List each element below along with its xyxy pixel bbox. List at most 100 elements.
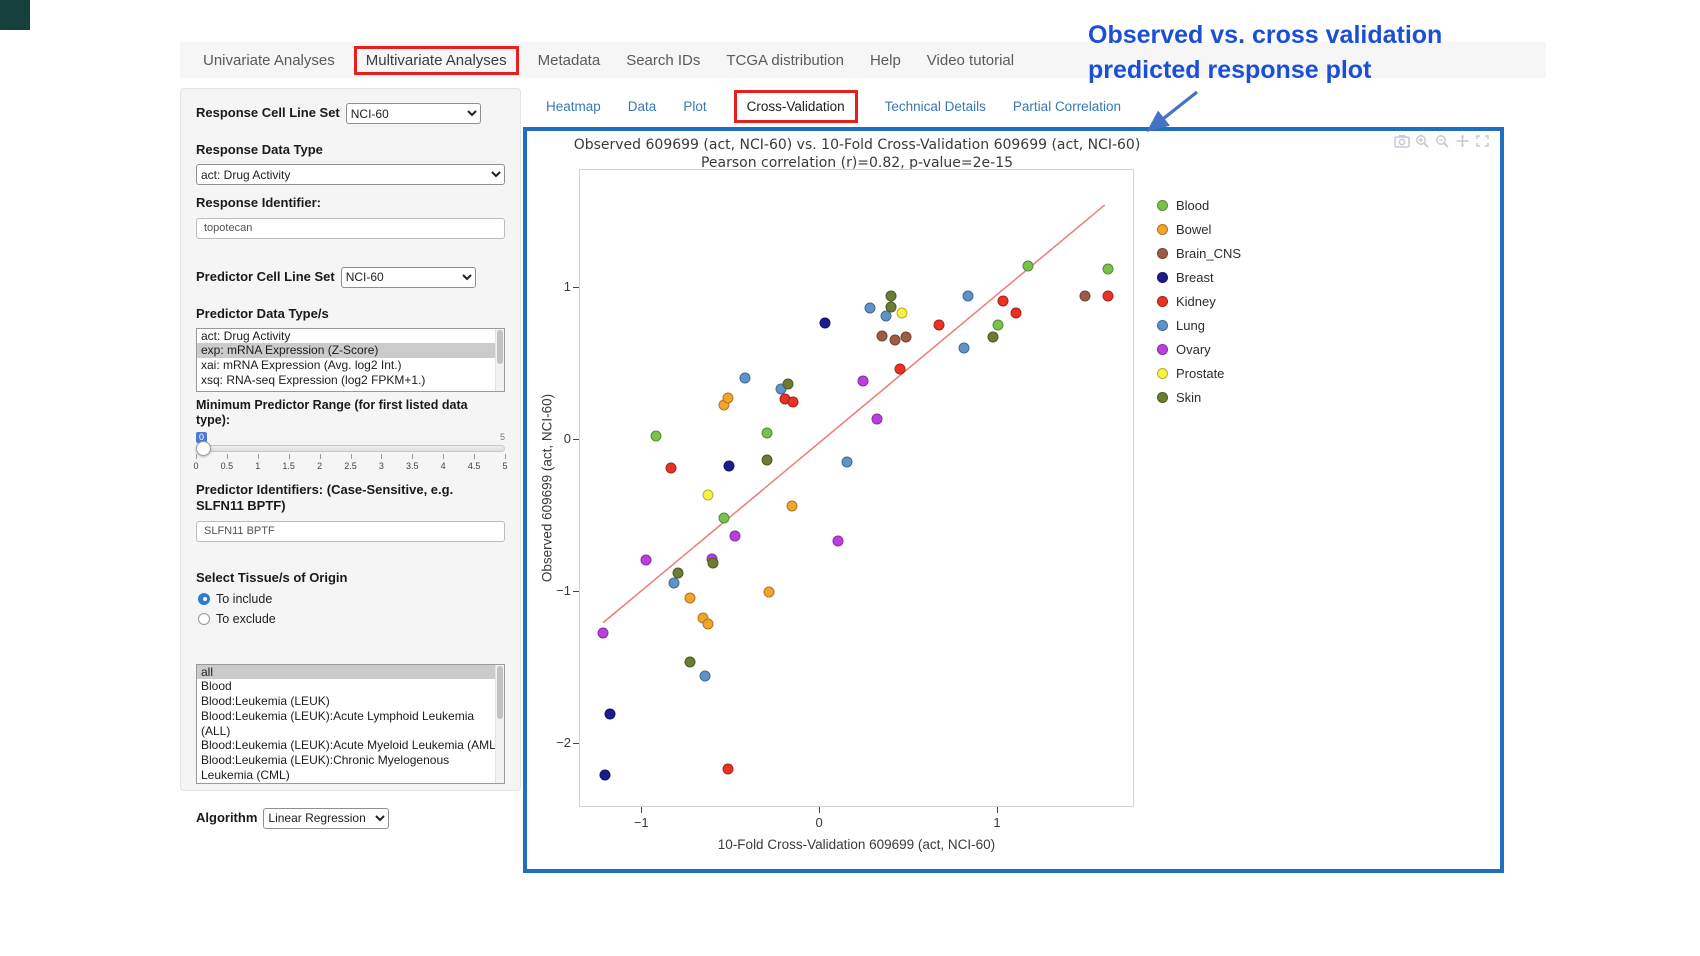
scatter-point-breast bbox=[599, 769, 611, 781]
y-tick-mark bbox=[573, 439, 579, 441]
nav-tab-multivariate-analyses[interactable]: Multivariate Analyses bbox=[353, 45, 519, 75]
response-identifier-input[interactable] bbox=[196, 217, 505, 239]
list-option[interactable]: Blood:Leukemia (LEUK):Acute Myeloid Leuk… bbox=[201, 738, 500, 753]
list-option[interactable]: Blood:Leukemia (LEUK):Acute Lymphoid Leu… bbox=[201, 708, 475, 738]
nav-tab-search-ids[interactable]: Search IDs bbox=[626, 51, 701, 69]
legend-item-ovary[interactable]: Ovary bbox=[1157, 337, 1241, 361]
legend-marker-icon bbox=[1157, 199, 1168, 211]
slider-handle[interactable] bbox=[196, 441, 211, 456]
tissue-origin-listbox[interactable]: all Blood Blood:Leukemia (LEUK) Blood:Leuke… bbox=[196, 663, 505, 784]
subtab-cross-validation[interactable]: Cross-Validation bbox=[733, 90, 858, 123]
cross-validation-plot-panel: Observed 609699 (act, NCI-60) vs. 10-Fol… bbox=[523, 127, 1504, 873]
subtab-heatmap[interactable]: Heatmap bbox=[546, 99, 601, 114]
slider-tick-label: 0.5 bbox=[220, 461, 234, 471]
predictor-data-types-listbox[interactable]: act: Drug Activity exp: mRNA Expression (… bbox=[196, 327, 505, 392]
list-option[interactable]: exp: mRNA Expression (Z-Score) bbox=[197, 343, 504, 359]
legend-item-kidney[interactable]: Kidney bbox=[1157, 289, 1241, 313]
nav-tab-tcga-distribution[interactable]: TCGA distribution bbox=[726, 51, 844, 69]
algorithm-label: Algorithm bbox=[196, 810, 258, 826]
list-option[interactable]: act: Drug Activity bbox=[201, 328, 291, 343]
scrollbar-thumb[interactable] bbox=[497, 665, 503, 719]
list-option[interactable]: Blood:Leukemia (LEUK) bbox=[201, 694, 330, 709]
radio-button-unchecked-icon[interactable] bbox=[198, 612, 210, 625]
predictor-identifiers-input[interactable] bbox=[196, 520, 505, 542]
legend-marker-icon bbox=[1157, 391, 1168, 403]
nav-tab-univariate-analyses[interactable]: Univariate Analyses bbox=[203, 51, 335, 69]
subtab-partial-correlation[interactable]: Partial Correlation bbox=[1012, 99, 1121, 114]
slider-tick-label: 4.5 bbox=[467, 461, 481, 471]
radio-to-exclude[interactable]: To exclude bbox=[198, 612, 505, 626]
legend-label: Lung bbox=[1176, 317, 1205, 333]
legend-item-breast[interactable]: Breast bbox=[1157, 265, 1241, 289]
x-tick-label: 0 bbox=[815, 815, 823, 830]
legend-item-prostate[interactable]: Prostate bbox=[1157, 361, 1241, 385]
nav-tab-video-tutorial[interactable]: Video tutorial bbox=[926, 51, 1015, 69]
pan-icon[interactable] bbox=[1455, 134, 1470, 148]
top-nav: Univariate Analyses Multivariate Analyse… bbox=[180, 42, 1546, 78]
legend-item-skin[interactable]: Skin bbox=[1157, 385, 1241, 409]
annotation-line1: Observed vs. cross validation bbox=[1088, 21, 1443, 49]
legend-label: Brain_CNS bbox=[1176, 245, 1242, 261]
scatter-point-blood bbox=[1102, 263, 1114, 275]
annotation-line2: predicted response plot bbox=[1088, 56, 1372, 84]
predictor-data-types-label: Predictor Data Type/s bbox=[196, 305, 329, 321]
scatter-point-skin bbox=[987, 331, 999, 343]
legend-marker-icon bbox=[1157, 271, 1168, 283]
subtab-technical-details[interactable]: Technical Details bbox=[884, 99, 986, 114]
autoscale-icon[interactable] bbox=[1475, 134, 1490, 148]
nav-tab-metadata[interactable]: Metadata bbox=[537, 51, 601, 69]
radio-button-checked-icon[interactable] bbox=[198, 592, 210, 605]
y-tick-label: 1 bbox=[563, 279, 571, 295]
scatter-point-bowel bbox=[684, 592, 696, 604]
list-option[interactable]: xsq: RNA-seq Expression (log2 FPKM+1.) bbox=[201, 372, 426, 387]
subtab-plot[interactable]: Plot bbox=[683, 99, 707, 114]
list-option[interactable]: all bbox=[197, 664, 504, 680]
slider-tick bbox=[443, 454, 445, 459]
scatter-point-ovary bbox=[832, 535, 844, 547]
predictor-cell-line-set-select[interactable]: NCI-60 bbox=[340, 266, 476, 288]
legend-marker-icon bbox=[1157, 343, 1168, 355]
scatter-point-kidney bbox=[665, 462, 677, 474]
legend-item-brain_cns[interactable]: Brain_CNS bbox=[1157, 241, 1241, 265]
min-predictor-range-slider: 0 5 0 0.5 1 1.5 2 2.5 3 3.5 4 4.5 5 bbox=[193, 432, 508, 476]
legend-item-bowel[interactable]: Bowel bbox=[1157, 217, 1241, 241]
slider-tick-label: 3 bbox=[378, 461, 384, 471]
scatter-point-lung bbox=[864, 302, 876, 314]
scrollbar-thumb[interactable] bbox=[497, 329, 503, 364]
scatter-point-brain_cns bbox=[900, 331, 912, 343]
slider-track[interactable] bbox=[196, 441, 505, 456]
camera-icon[interactable] bbox=[1394, 134, 1410, 148]
x-tick-mark bbox=[819, 807, 821, 813]
scatter-point-prostate bbox=[896, 307, 908, 319]
subtab-data[interactable]: Data bbox=[627, 99, 657, 114]
zoom-out-icon[interactable] bbox=[1435, 134, 1450, 148]
scatter-point-skin bbox=[885, 290, 897, 302]
list-option[interactable]: Blood:Leukemia (LEUK):Chronic Myelogenou… bbox=[201, 752, 450, 782]
legend-item-blood[interactable]: Blood bbox=[1157, 193, 1241, 217]
plot-area[interactable] bbox=[579, 169, 1134, 807]
scrollbar[interactable] bbox=[495, 328, 504, 391]
predictor-identifiers-label: Predictor Identifiers: (Case-Sensitive, … bbox=[196, 482, 454, 514]
zoom-in-icon[interactable] bbox=[1415, 134, 1430, 148]
response-cell-line-set-select[interactable]: NCI-60 bbox=[345, 103, 481, 124]
response-data-type-select[interactable]: act: Drug Activity bbox=[196, 164, 505, 186]
x-tick-label: 1 bbox=[993, 815, 1001, 830]
list-option[interactable]: Blood bbox=[201, 679, 232, 694]
radio-to-include[interactable]: To include bbox=[198, 592, 505, 606]
scatter-point-breast bbox=[723, 460, 735, 472]
annotation-arrow-icon bbox=[1146, 90, 1198, 132]
y-tick-mark bbox=[573, 287, 579, 289]
list-option[interactable]: xai: mRNA Expression (Avg. log2 Int.) bbox=[201, 358, 402, 373]
legend-item-lung[interactable]: Lung bbox=[1157, 313, 1241, 337]
slider-tick-label: 2.5 bbox=[344, 461, 357, 471]
screenshot-corner-artifact bbox=[0, 0, 30, 30]
y-tick-label: −1 bbox=[556, 583, 571, 599]
slider-tick-label: 3.5 bbox=[406, 461, 419, 471]
settings-sidebar: Response Cell Line Set NCI-60 Response D… bbox=[180, 88, 521, 829]
scrollbar[interactable] bbox=[495, 664, 504, 783]
slider-tick bbox=[319, 454, 321, 459]
y-tick-mark bbox=[573, 591, 579, 593]
nav-tab-help[interactable]: Help bbox=[869, 51, 901, 69]
algorithm-select[interactable]: Linear Regression bbox=[263, 807, 390, 829]
